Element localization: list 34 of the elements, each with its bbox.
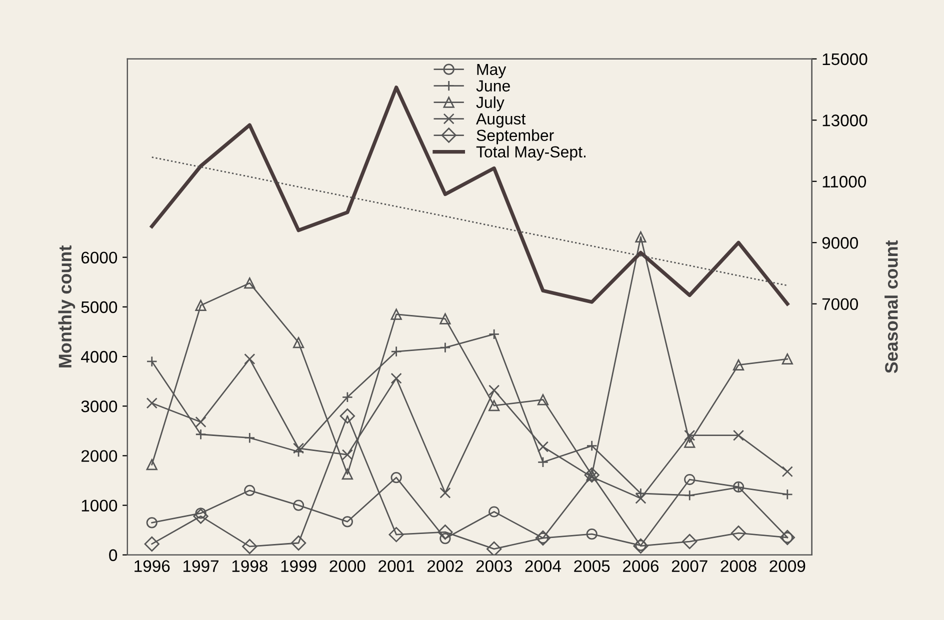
- y2-tick-label: 7000: [822, 298, 858, 310]
- y2-tick-label: 15000: [822, 53, 868, 66]
- x-tick-label: 2003: [476, 560, 512, 572]
- y-tick-label: 4000: [81, 350, 118, 363]
- x-tick-label: 1999: [281, 560, 316, 572]
- y2-tick-label: 11000: [822, 176, 866, 188]
- y2-tick-label: 13000: [822, 114, 868, 126]
- x-tick-label: 2001: [378, 560, 414, 572]
- y-axis-title: Monthly count: [58, 245, 76, 368]
- x-tick-label: 2007: [672, 560, 708, 572]
- legend-label: September: [476, 129, 554, 144]
- y-tick-label: 1000: [82, 500, 118, 512]
- y-tick-label: 0: [109, 549, 118, 562]
- y-tick-label: 2000: [81, 450, 118, 462]
- legend-label: Total May-Sept.: [476, 146, 586, 161]
- x-tick-label: 2000: [330, 560, 366, 572]
- legend-label: May: [477, 64, 506, 78]
- y2-axis-title: Seasonal count: [884, 240, 898, 374]
- legend-label: August: [476, 113, 526, 128]
- x-tick-label: 1997: [184, 560, 218, 572]
- x-tick-label: 2002: [428, 560, 463, 572]
- x-tick-label: 2008: [720, 560, 756, 572]
- y-tick-label: 3000: [81, 400, 118, 412]
- legend-label: July: [476, 96, 504, 112]
- y-tick-label: 6000: [81, 252, 118, 264]
- x-tick-label: 2004: [525, 560, 562, 572]
- legend-label: June: [476, 80, 510, 92]
- x-tick-label: 2005: [574, 560, 610, 572]
- x-tick-label: 1998: [232, 560, 268, 572]
- x-tick-label: 2006: [623, 560, 659, 572]
- y2-tick-label: 9000: [822, 237, 858, 249]
- x-tick-label: 2009: [770, 560, 806, 572]
- y-tick-label: 5000: [81, 301, 118, 314]
- x-tick-label: 1996: [134, 560, 170, 572]
